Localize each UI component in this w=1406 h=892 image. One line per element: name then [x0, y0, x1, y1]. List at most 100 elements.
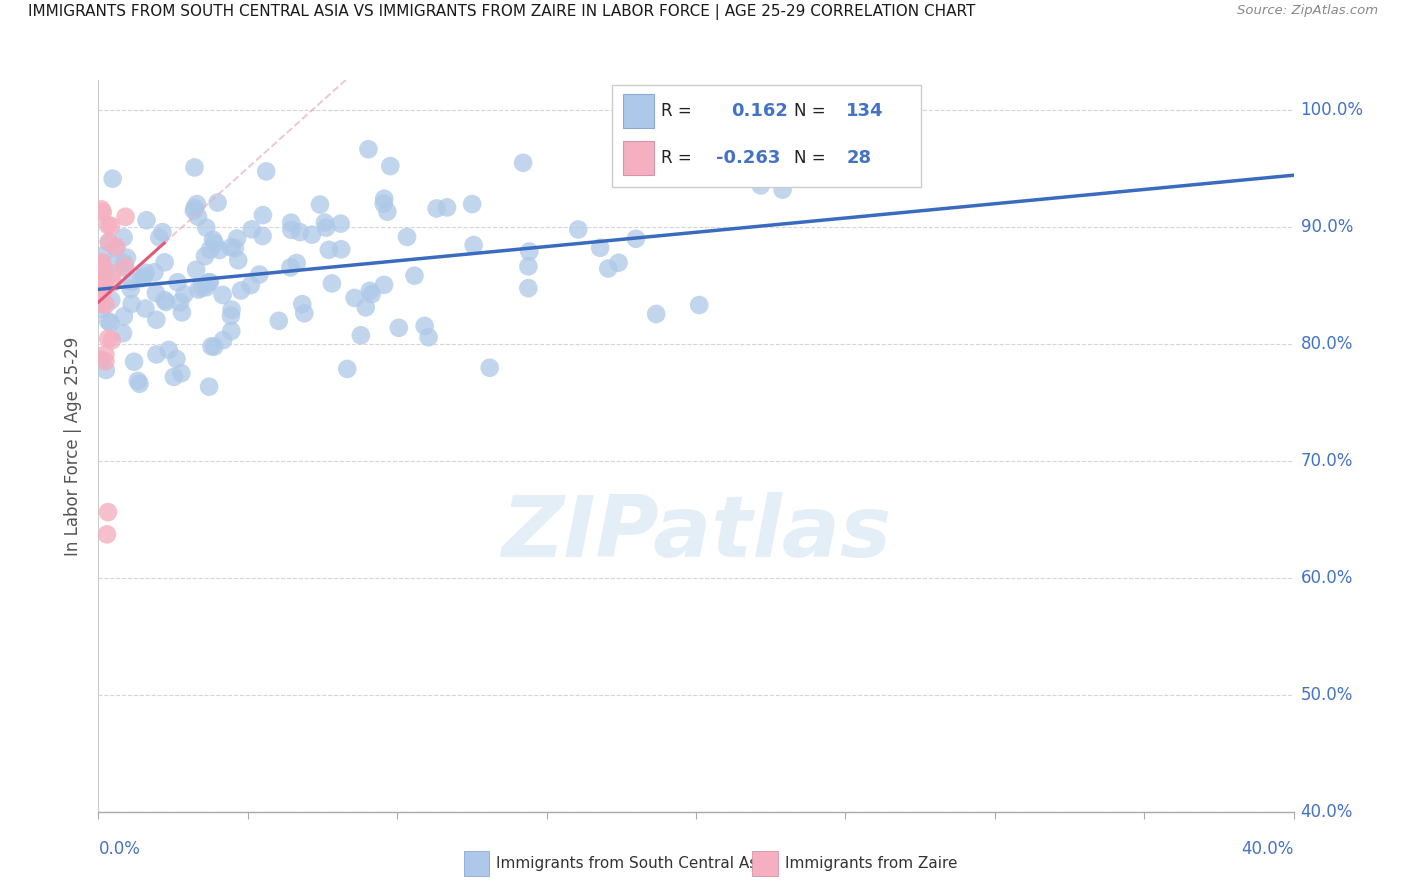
Point — [183, 203, 205, 218]
Point — [772, 183, 794, 197]
Point — [291, 297, 314, 311]
Text: 50.0%: 50.0% — [1301, 686, 1353, 704]
Point — [413, 318, 436, 333]
Point — [318, 243, 340, 257]
Point — [204, 236, 226, 251]
Point — [336, 362, 359, 376]
Point — [134, 301, 156, 316]
Point — [155, 295, 177, 310]
Point — [186, 197, 208, 211]
Text: Immigrants from Zaire: Immigrants from Zaire — [785, 856, 957, 871]
Point — [292, 306, 315, 320]
Point — [114, 260, 136, 274]
Point — [187, 283, 209, 297]
Point — [749, 178, 772, 193]
Text: R =: R = — [661, 102, 692, 120]
Point — [198, 275, 221, 289]
Point — [354, 301, 377, 315]
Point — [517, 260, 540, 274]
Point — [90, 202, 112, 217]
Point — [211, 288, 233, 302]
Point — [97, 505, 120, 519]
Point — [153, 255, 176, 269]
Point — [148, 230, 170, 244]
Text: 40.0%: 40.0% — [1301, 803, 1353, 821]
Point — [280, 216, 302, 230]
Point — [360, 287, 382, 301]
Point — [198, 380, 221, 394]
Point — [478, 360, 501, 375]
Point — [112, 310, 135, 324]
Point — [112, 230, 135, 244]
Point — [91, 274, 114, 288]
Point — [101, 258, 124, 272]
Point — [380, 159, 402, 173]
Point — [252, 229, 274, 244]
Point — [101, 267, 124, 281]
Point — [186, 262, 208, 277]
Point — [219, 309, 242, 323]
Point — [157, 343, 180, 357]
Point — [240, 222, 263, 236]
Point — [195, 220, 218, 235]
Point — [121, 275, 143, 289]
Point — [94, 278, 117, 293]
Text: N =: N = — [794, 149, 825, 167]
Point — [94, 298, 117, 312]
Point — [202, 340, 225, 354]
Point — [301, 227, 323, 242]
Text: Source: ZipAtlas.com: Source: ZipAtlas.com — [1237, 4, 1378, 18]
Text: ZIPatlas: ZIPatlas — [501, 492, 891, 575]
Point — [101, 333, 124, 347]
Point — [166, 275, 188, 289]
Point — [226, 253, 249, 268]
Text: R =: R = — [661, 149, 692, 167]
Point — [373, 196, 395, 211]
Point — [89, 278, 111, 293]
Point — [194, 249, 217, 263]
Point — [280, 260, 302, 275]
Point — [512, 155, 534, 169]
Point — [94, 363, 117, 377]
Point — [128, 376, 150, 391]
Point — [145, 285, 167, 300]
Text: 28: 28 — [846, 149, 872, 167]
Text: IMMIGRANTS FROM SOUTH CENTRAL ASIA VS IMMIGRANTS FROM ZAIRE IN LABOR FORCE | AGE: IMMIGRANTS FROM SOUTH CENTRAL ASIA VS IM… — [28, 4, 976, 21]
Point — [598, 261, 620, 276]
Point — [343, 291, 366, 305]
Point — [357, 142, 380, 156]
Text: 90.0%: 90.0% — [1301, 218, 1353, 235]
Point — [111, 326, 134, 341]
Text: 134: 134 — [846, 102, 884, 120]
Point — [436, 201, 458, 215]
Point — [115, 251, 138, 265]
Point — [426, 202, 449, 216]
Point — [315, 220, 337, 235]
Point — [309, 197, 332, 211]
Point — [350, 328, 373, 343]
Text: 60.0%: 60.0% — [1301, 569, 1353, 587]
Point — [219, 240, 242, 254]
Text: 0.162: 0.162 — [731, 102, 787, 120]
Point — [163, 370, 186, 384]
Point — [461, 197, 484, 211]
Point — [94, 354, 117, 368]
Point — [169, 295, 191, 310]
Point — [280, 223, 302, 237]
Point — [191, 281, 214, 295]
Point — [330, 243, 353, 257]
Point — [170, 366, 193, 380]
Point — [89, 284, 111, 298]
Point — [97, 332, 120, 346]
Point — [254, 164, 277, 178]
Point — [219, 324, 242, 338]
Text: 70.0%: 70.0% — [1301, 451, 1353, 469]
Point — [226, 231, 249, 245]
Point — [100, 219, 122, 233]
Point — [166, 351, 188, 366]
Point — [688, 298, 710, 312]
Text: N =: N = — [794, 102, 825, 120]
Point — [97, 218, 120, 232]
Point — [121, 297, 143, 311]
Point — [267, 314, 290, 328]
